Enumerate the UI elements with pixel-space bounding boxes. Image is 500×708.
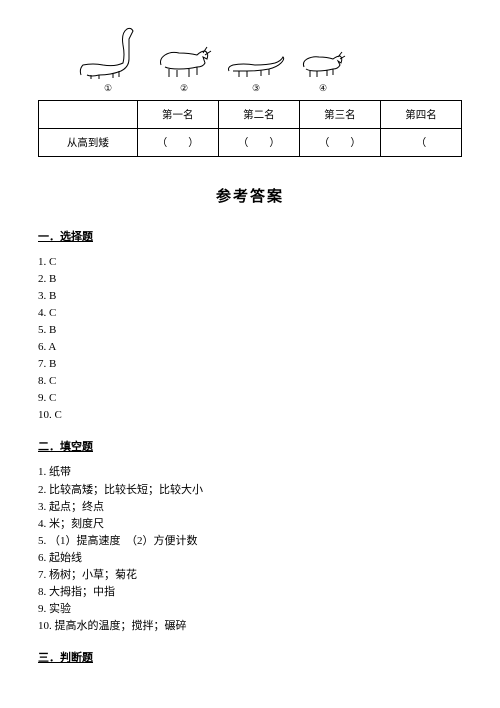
list-item: 10. C	[38, 407, 462, 424]
row-label: 从高到矮	[39, 129, 138, 157]
list-item: 5. （1）提高速度 （2）方便计数	[38, 533, 462, 550]
list-item: 6. A	[38, 339, 462, 356]
small-triceratops-icon	[299, 45, 347, 81]
list-item: 7. 杨树；小草；菊花	[38, 567, 462, 584]
list-item: 2. 比较高矮；比较长短；比较大小	[38, 482, 462, 499]
list-item: 3. 起点；终点	[38, 499, 462, 516]
list-item: 5. B	[38, 322, 462, 339]
list-item: 9. C	[38, 390, 462, 407]
list-item: 8. C	[38, 373, 462, 390]
dino-2: ②	[155, 37, 213, 94]
list-item: 1. C	[38, 254, 462, 271]
list-item: 10. 提高水的温度；搅拌；碾碎	[38, 618, 462, 635]
cell-1: （ ）	[137, 129, 218, 157]
answers-title: 参考答案	[38, 185, 462, 206]
cell-4: （	[380, 129, 461, 157]
col-1: 第一名	[137, 101, 218, 129]
section-1-title: 一．选择题	[38, 228, 462, 244]
list-item: 8. 大拇指；中指	[38, 584, 462, 601]
section-2-title: 二．填空题	[38, 438, 462, 454]
dino-3-label: ③	[252, 83, 260, 94]
list-item: 9. 实验	[38, 601, 462, 618]
col-2: 第二名	[218, 101, 299, 129]
table-row: 从高到矮 （ ） （ ） （ ） （	[39, 129, 462, 157]
list-item: 7. B	[38, 356, 462, 373]
dino-1-label: ①	[104, 83, 112, 94]
header-blank	[39, 101, 138, 129]
triceratops-icon	[155, 37, 213, 81]
dino-3: ③	[225, 51, 287, 94]
col-4: 第四名	[380, 101, 461, 129]
dino-4-label: ④	[319, 83, 327, 94]
list-item: 4. 米；刻度尺	[38, 516, 462, 533]
list-item: 4. C	[38, 305, 462, 322]
cell-2: （ ）	[218, 129, 299, 157]
dino-4: ④	[299, 45, 347, 94]
section-2-list: 1. 纸带 2. 比较高矮；比较长短；比较大小 3. 起点；终点 4. 米；刻度…	[38, 464, 462, 634]
list-item: 6. 起始线	[38, 550, 462, 567]
ranking-table: 第一名 第二名 第三名 第四名 从高到矮 （ ） （ ） （ ） （	[38, 100, 462, 157]
dinosaur-row: ① ② ③ ④	[73, 30, 462, 94]
low-dino-icon	[225, 51, 287, 81]
list-item: 1. 纸带	[38, 464, 462, 481]
col-3: 第三名	[299, 101, 380, 129]
list-item: 3. B	[38, 288, 462, 305]
table-row: 第一名 第二名 第三名 第四名	[39, 101, 462, 129]
section-1-list: 1. C 2. B 3. B 4. C 5. B 6. A 7. B 8. C …	[38, 254, 462, 424]
dino-2-label: ②	[180, 83, 188, 94]
list-item: 2. B	[38, 271, 462, 288]
brachiosaurus-icon	[73, 25, 143, 81]
dino-1: ①	[73, 25, 143, 94]
cell-3: （ ）	[299, 129, 380, 157]
section-3-title: 三．判断题	[38, 649, 462, 665]
